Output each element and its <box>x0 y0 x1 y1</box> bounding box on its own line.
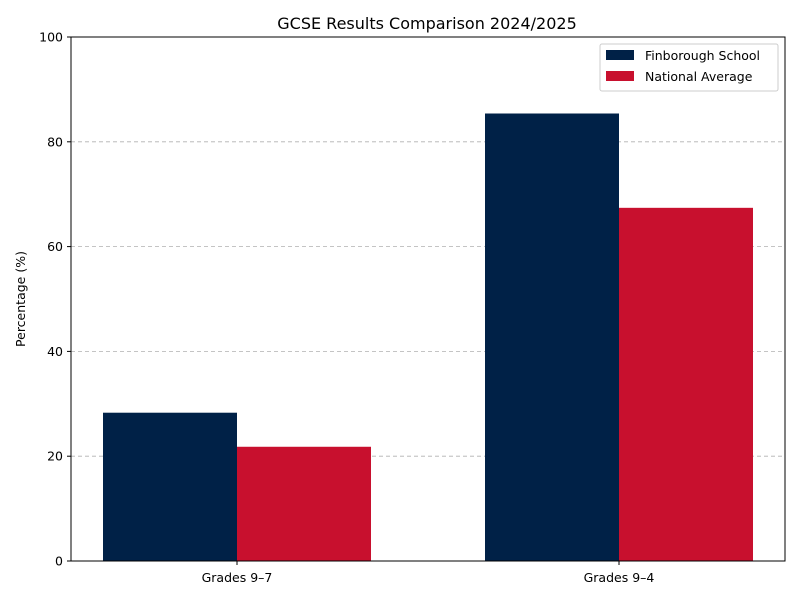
legend: Finborough School National Average <box>599 43 779 92</box>
legend-swatch-finborough <box>606 50 634 60</box>
y-tick-label: 40 <box>47 344 63 359</box>
y-tick-label: 0 <box>55 554 63 569</box>
legend-label-finborough: Finborough School <box>645 48 760 63</box>
y-tick-label: 100 <box>39 30 63 45</box>
legend-label-national: National Average <box>645 69 753 84</box>
y-axis-ticks: 0 20 40 60 80 100 <box>39 30 71 569</box>
plot-frame <box>70 36 786 562</box>
y-tick-label: 20 <box>47 449 63 464</box>
bar-finborough-1 <box>485 113 619 561</box>
x-tick-label: Grades 9–4 <box>584 570 655 585</box>
y-axis-label: Percentage (%) <box>13 251 28 347</box>
bar-finborough-0 <box>103 412 237 561</box>
y-tick-label: 80 <box>47 134 63 149</box>
legend-box <box>599 43 779 92</box>
x-tick-label: Grades 9–7 <box>202 570 273 585</box>
bar-national-0 <box>237 446 371 561</box>
legend-swatch-national <box>606 71 634 81</box>
y-tick-label: 60 <box>47 239 63 254</box>
bar-national-1 <box>619 207 753 561</box>
bars <box>103 113 753 561</box>
x-axis-ticks: Grades 9–7 Grades 9–4 <box>202 561 655 585</box>
chart-title: GCSE Results Comparison 2024/2025 <box>277 14 577 33</box>
